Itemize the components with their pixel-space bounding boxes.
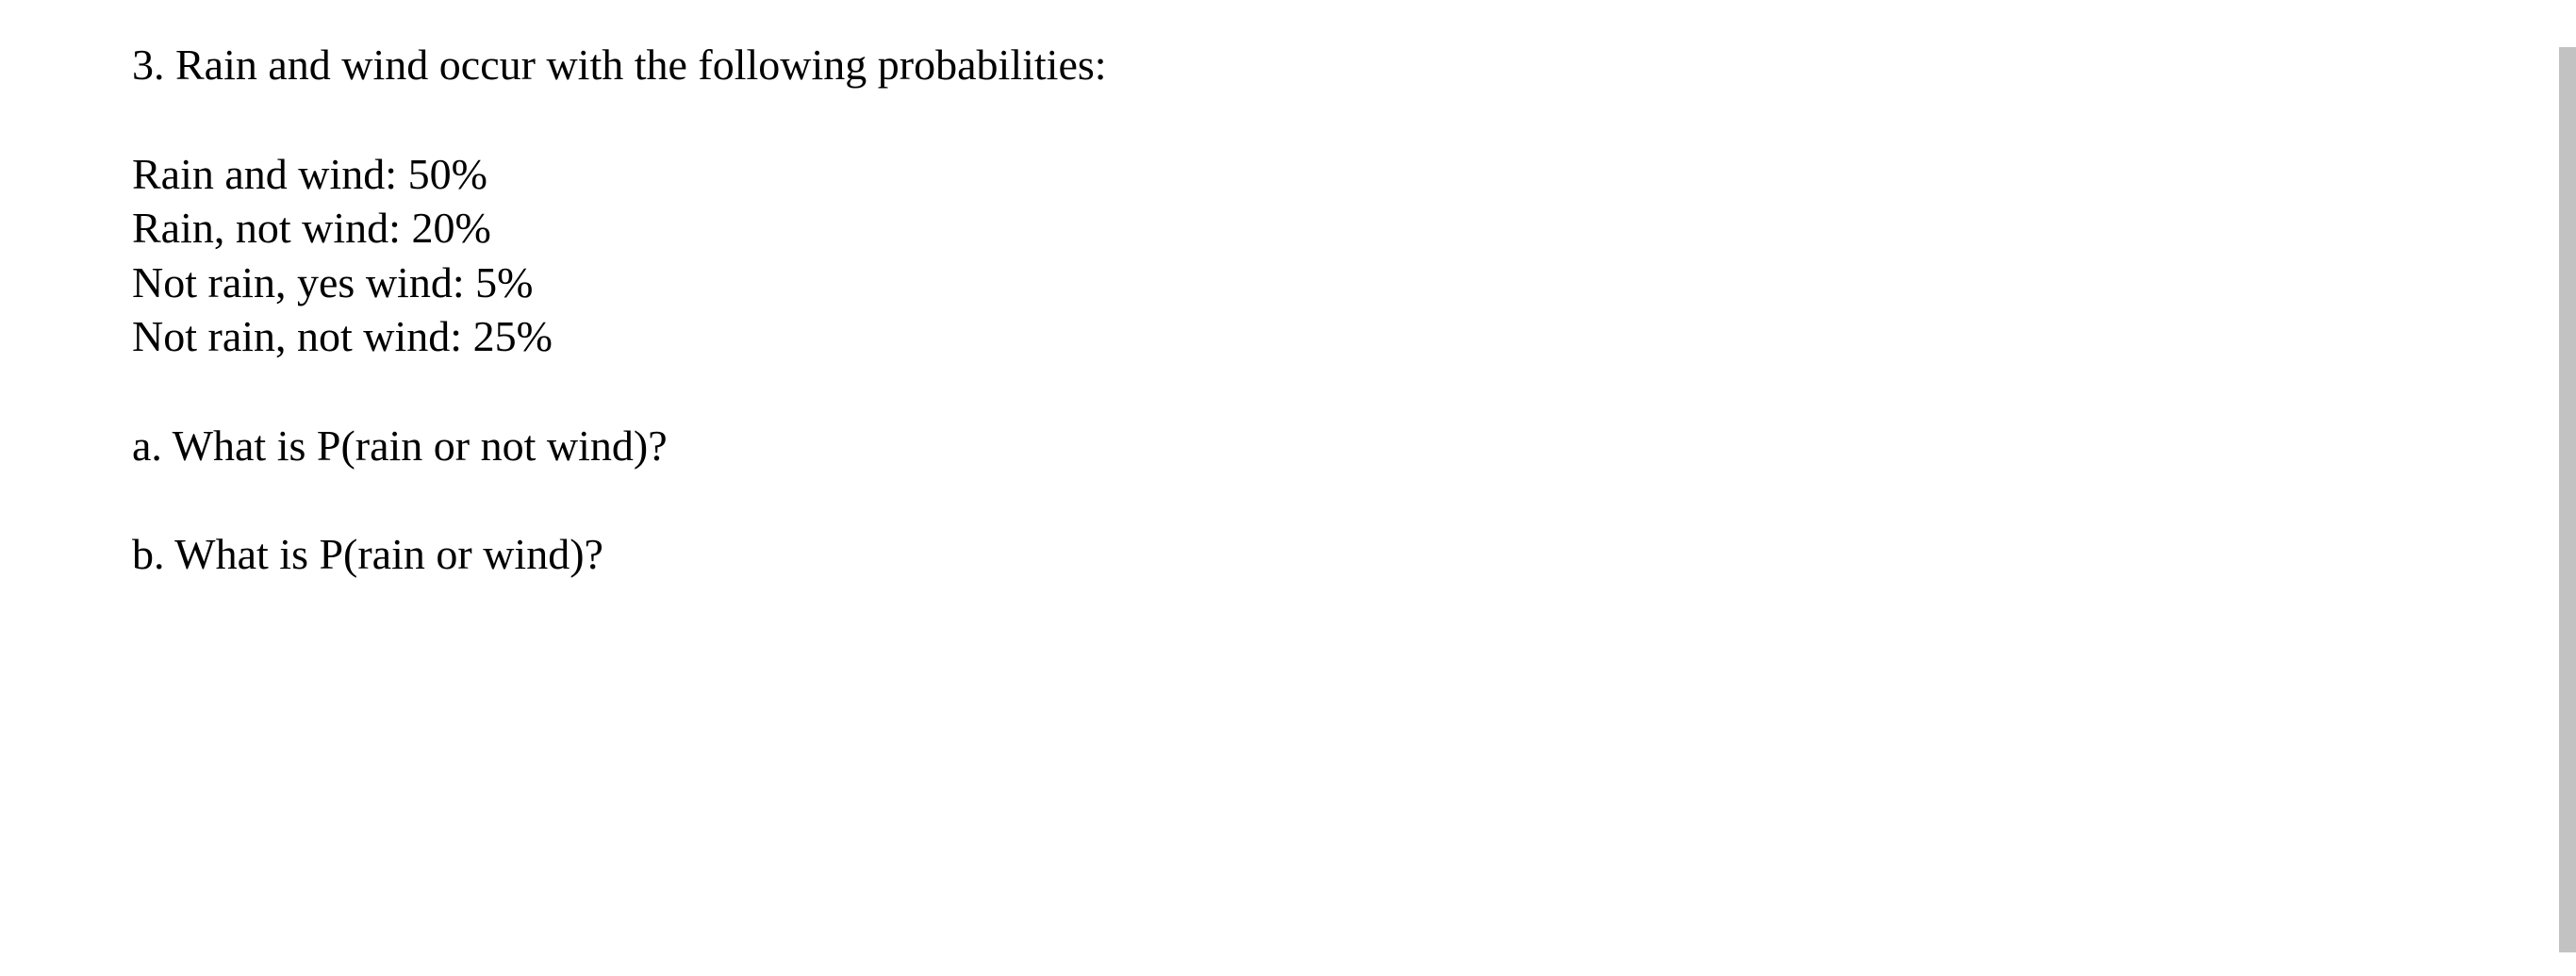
question-intro: 3. Rain and wind occur with the followin… xyxy=(132,38,2576,92)
probability-data-block: Rain and wind: 50% Rain, not wind: 20% N… xyxy=(132,147,2576,364)
subquestion-text: b. What is P(rain or wind)? xyxy=(132,530,603,578)
scrollbar-thumb[interactable] xyxy=(2559,47,2576,952)
data-line: Rain and wind: 50% xyxy=(132,147,2576,202)
data-line: Rain, not wind: 20% xyxy=(132,201,2576,256)
subquestion-text: a. What is P(rain or not wind)? xyxy=(132,422,668,470)
question-intro-text: Rain and wind occur with the following p… xyxy=(175,41,1107,89)
data-line: Not rain, yes wind: 5% xyxy=(132,256,2576,310)
subquestion-a: a. What is P(rain or not wind)? xyxy=(132,419,2576,473)
question-number: 3. xyxy=(132,41,165,89)
subquestion-b: b. What is P(rain or wind)? xyxy=(132,527,2576,582)
data-line: Not rain, not wind: 25% xyxy=(132,309,2576,364)
